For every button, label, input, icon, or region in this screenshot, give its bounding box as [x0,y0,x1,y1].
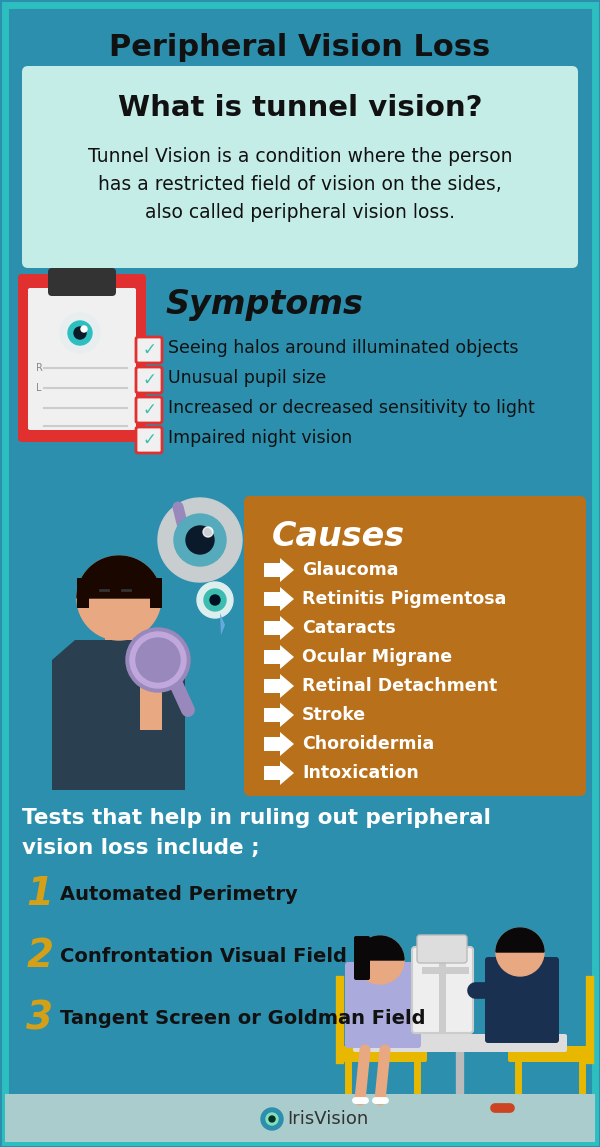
Text: Retinal Detachment: Retinal Detachment [302,677,497,695]
FancyBboxPatch shape [150,578,162,608]
FancyBboxPatch shape [244,496,586,796]
FancyBboxPatch shape [140,640,162,729]
Text: Seeing halos around illuminated objects: Seeing halos around illuminated objects [168,340,518,357]
Text: Peripheral Vision Loss: Peripheral Vision Loss [109,33,491,62]
Polygon shape [264,616,294,640]
Text: IrisVision: IrisVision [287,1110,368,1128]
Polygon shape [220,612,225,635]
Text: L: L [36,383,41,393]
FancyBboxPatch shape [485,957,559,1043]
Text: Glaucoma: Glaucoma [302,561,398,579]
Text: Intoxication: Intoxication [302,764,419,782]
FancyBboxPatch shape [18,274,146,442]
Circle shape [204,590,226,611]
Circle shape [81,326,87,331]
Text: Tangent Screen or Goldman Field: Tangent Screen or Goldman Field [60,1008,425,1028]
Text: Increased or decreased sensitivity to light: Increased or decreased sensitivity to li… [168,399,535,418]
Text: Symptoms: Symptoms [165,288,363,321]
Circle shape [68,321,92,345]
Circle shape [261,1108,283,1130]
Text: Cataracts: Cataracts [302,619,396,637]
Polygon shape [264,587,294,611]
Text: Ocular Migrane: Ocular Migrane [302,648,452,666]
Circle shape [136,638,180,682]
FancyBboxPatch shape [5,1094,595,1142]
FancyBboxPatch shape [338,1046,427,1062]
Polygon shape [264,645,294,669]
FancyBboxPatch shape [345,962,421,1048]
FancyBboxPatch shape [136,367,162,393]
Text: 3: 3 [26,999,53,1037]
Polygon shape [264,557,294,582]
Text: Confrontation Visual Field: Confrontation Visual Field [60,946,347,966]
FancyBboxPatch shape [136,427,162,453]
Text: Causes: Causes [272,520,405,553]
Circle shape [74,327,86,340]
Circle shape [203,526,213,537]
Text: ✓: ✓ [142,370,156,389]
Text: also called peripheral vision loss.: also called peripheral vision loss. [145,203,455,223]
FancyBboxPatch shape [28,288,136,430]
Polygon shape [264,674,294,699]
Circle shape [77,556,161,640]
Circle shape [158,498,242,582]
Text: Choroidermia: Choroidermia [302,735,434,752]
Circle shape [130,632,186,688]
Text: has a restricted field of vision on the sides,: has a restricted field of vision on the … [98,175,502,195]
Circle shape [126,629,190,692]
FancyBboxPatch shape [412,947,473,1033]
Text: Tests that help in ruling out peripheral: Tests that help in ruling out peripheral [22,807,491,828]
Polygon shape [52,640,185,790]
Text: ✓: ✓ [142,401,156,419]
Circle shape [174,514,226,565]
Circle shape [60,313,100,353]
Polygon shape [264,703,294,727]
FancyBboxPatch shape [417,935,467,963]
FancyBboxPatch shape [136,337,162,362]
FancyBboxPatch shape [22,67,578,268]
Text: 1: 1 [26,875,53,913]
Wedge shape [77,556,161,598]
Circle shape [269,1116,275,1122]
Circle shape [356,936,404,984]
Text: Stroke: Stroke [302,707,366,724]
Text: ✓: ✓ [142,341,156,359]
FancyBboxPatch shape [508,1046,592,1062]
Circle shape [210,595,220,604]
Circle shape [266,1113,278,1125]
Polygon shape [264,760,294,785]
Text: Impaired night vision: Impaired night vision [168,429,352,447]
Polygon shape [264,732,294,756]
Text: Automated Perimetry: Automated Perimetry [60,884,298,904]
Wedge shape [496,928,544,952]
Text: vision loss include ;: vision loss include ; [22,838,260,858]
Text: Tunnel Vision is a condition where the person: Tunnel Vision is a condition where the p… [88,148,512,166]
FancyBboxPatch shape [136,397,162,423]
FancyBboxPatch shape [77,578,89,608]
Text: 2: 2 [26,937,53,975]
FancyBboxPatch shape [353,1033,567,1052]
Text: Retinitis Pigmentosa: Retinitis Pigmentosa [302,590,506,608]
Text: R: R [36,362,43,373]
Wedge shape [356,936,404,960]
FancyBboxPatch shape [354,936,370,980]
Text: What is tunnel vision?: What is tunnel vision? [118,94,482,122]
Text: Unusual pupil size: Unusual pupil size [168,369,326,387]
Circle shape [496,928,544,976]
Circle shape [197,582,233,618]
FancyBboxPatch shape [48,268,116,296]
FancyBboxPatch shape [105,621,133,640]
Text: ✓: ✓ [142,431,156,448]
Circle shape [186,526,214,554]
